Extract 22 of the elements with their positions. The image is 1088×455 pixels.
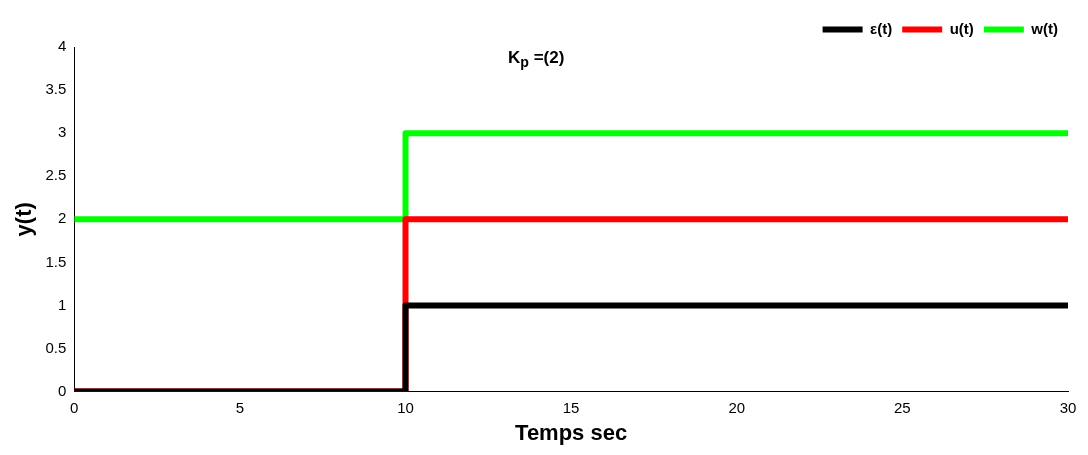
y-tick-label: 3.5: [45, 80, 67, 98]
x-tick-label: 20: [728, 398, 746, 416]
x-tick-label: 30: [1059, 398, 1077, 416]
y-tick-label: 3: [57, 123, 67, 141]
y-tick-label: 0: [57, 381, 67, 399]
y-tick-label: 4: [57, 37, 67, 55]
legend-label: ε(t): [870, 19, 893, 37]
legend-label: u(t): [949, 19, 974, 37]
x-axis-title: Temps sec: [515, 419, 628, 445]
y-tick-label: 0.5: [45, 338, 67, 356]
x-tick-label: 15: [562, 398, 580, 416]
y-axis-title: y(t): [11, 202, 37, 237]
y-tick-label: 2.5: [45, 166, 67, 184]
legend-label: w(t): [1030, 19, 1058, 37]
x-tick-label: 5: [235, 398, 245, 416]
annotation: K$_{p}$ =(2): [508, 48, 565, 71]
y-tick-label: 1: [57, 295, 67, 313]
y-tick-label: 1.5: [45, 252, 67, 270]
x-tick-label: 10: [397, 398, 414, 416]
x-tick-label: 0: [70, 398, 79, 416]
y-tick-label: 2: [57, 209, 67, 227]
x-tick-label: 25: [894, 398, 911, 416]
